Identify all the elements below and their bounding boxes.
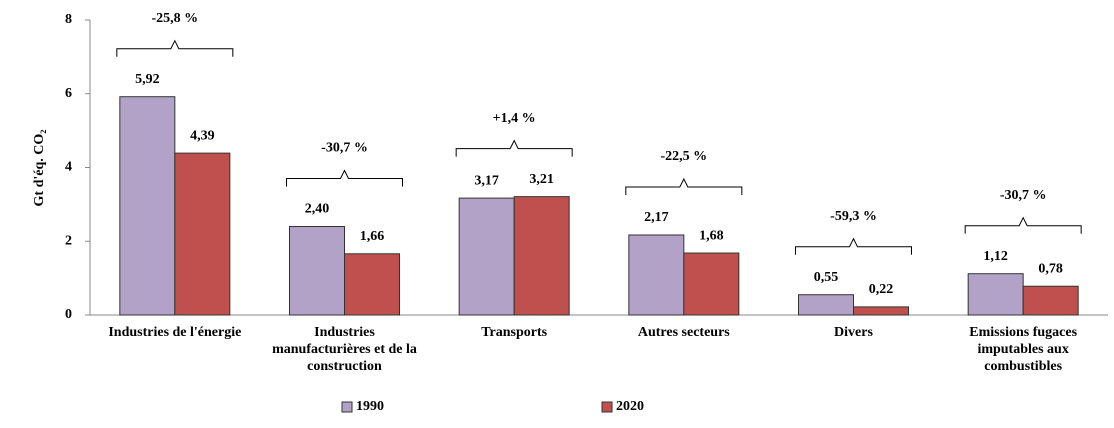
x-tick-label: Divers [834,325,873,340]
bar [344,253,400,316]
change-label: +1,4 % [493,111,536,126]
value-label: 2,17 [644,210,669,225]
x-tick-label: Transports [481,325,548,340]
x-tick-label: Industries manufacturières et de la cons… [272,325,417,374]
value-label: 3,17 [474,173,499,188]
y-tick-label: 6 [65,86,72,101]
bar [458,197,515,316]
bar [628,234,685,316]
bar [174,152,231,316]
change-label: -25,8 % [151,11,198,26]
legend-label: 1990 [356,399,384,414]
value-label: 1,66 [360,229,385,244]
brace [964,216,1082,234]
value-label: 4,39 [190,128,215,143]
legend-swatch [341,401,353,413]
bar [967,273,1024,316]
y-tick-label: 4 [65,160,72,175]
y-tick-label: 8 [65,12,72,27]
bar [513,196,570,316]
x-tick-label: Autres secteurs [637,325,730,340]
value-label: 1,12 [983,249,1008,264]
y-axis-label: Gt d'éq. CO₂ [32,130,47,207]
legend-swatch [601,401,613,413]
brace [286,169,403,187]
change-label: -30,7 % [321,141,368,156]
value-label: 3,21 [529,172,554,187]
value-label: 5,92 [135,72,160,87]
y-tick-label: 2 [65,233,72,248]
value-label: 0,78 [1038,261,1063,276]
value-label: 0,22 [869,282,894,297]
brace [455,139,573,157]
y-tick-label: 0 [65,307,72,322]
value-label: 0,55 [814,270,839,285]
brace [625,177,743,195]
value-label: 2,40 [305,202,330,217]
bar [683,252,740,316]
bar [1022,285,1079,316]
bar [289,226,345,316]
value-label: 1,68 [699,228,724,243]
legend-label: 2020 [616,399,644,414]
change-label: -22,5 % [660,149,707,164]
brace [795,237,912,255]
bar [798,294,854,316]
change-label: -59,3 % [830,209,877,224]
brace [116,39,234,57]
x-tick-label: Industries de l'énergie [108,325,242,340]
x-tick-label: Emissions fugaces imputables aux combust… [969,325,1078,374]
change-label: -30,7 % [1000,188,1047,203]
bar [119,96,176,316]
bar [853,306,909,316]
